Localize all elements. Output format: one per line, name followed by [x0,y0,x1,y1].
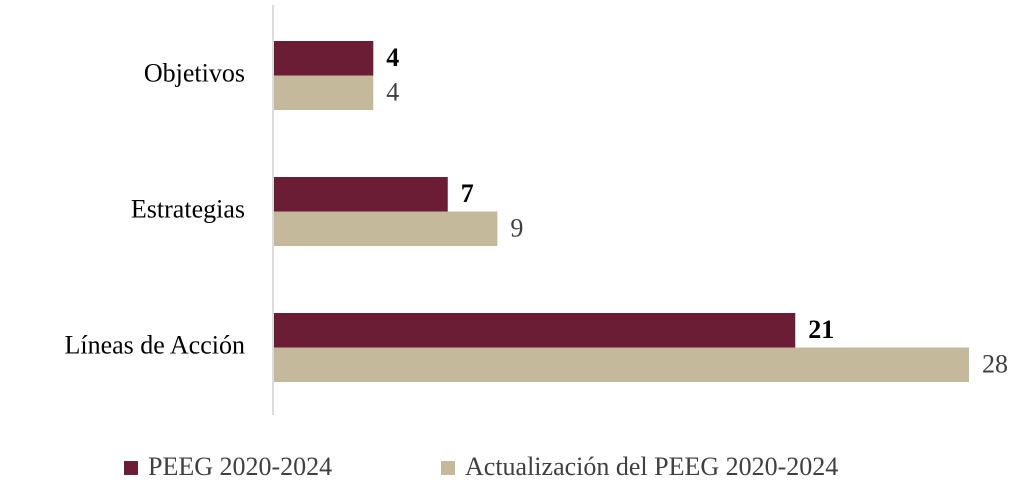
bar [274,347,969,382]
data-label: 9 [510,214,523,243]
bar [274,177,448,212]
data-label: 7 [461,179,474,208]
category-label: Estrategias [131,194,245,223]
legend-swatch [441,461,455,475]
bar [274,313,796,348]
category-label: Objetivos [144,58,245,87]
legend-label: Actualización del PEEG 2020-2024 [465,452,838,481]
legend-label: PEEG 2020-2024 [148,452,332,481]
legend-swatch [124,461,138,475]
bar [274,41,374,76]
data-label: 28 [982,350,1008,379]
category-label: Líneas de Acción [65,330,246,359]
bar [274,75,374,110]
bar [274,211,498,246]
data-label: 21 [808,315,834,344]
data-label: 4 [386,78,399,107]
data-label: 4 [386,43,399,72]
